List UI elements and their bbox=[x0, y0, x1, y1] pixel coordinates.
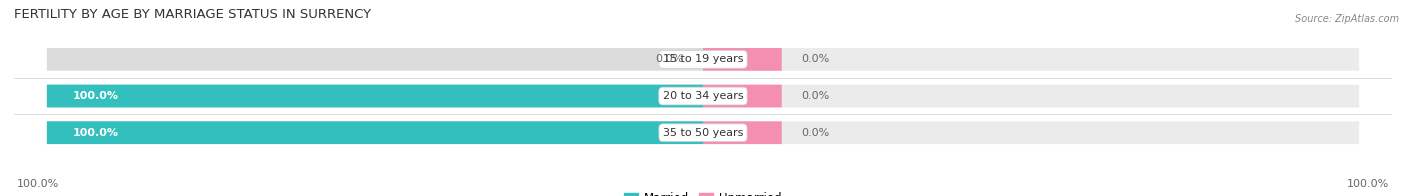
Text: 15 to 19 years: 15 to 19 years bbox=[662, 54, 744, 64]
Text: Source: ZipAtlas.com: Source: ZipAtlas.com bbox=[1295, 14, 1399, 24]
Text: 0.0%: 0.0% bbox=[801, 54, 830, 64]
Text: 0.0%: 0.0% bbox=[801, 91, 830, 101]
FancyBboxPatch shape bbox=[703, 48, 1360, 71]
Text: 100.0%: 100.0% bbox=[73, 91, 120, 101]
Text: 0.0%: 0.0% bbox=[801, 128, 830, 138]
Text: FERTILITY BY AGE BY MARRIAGE STATUS IN SURRENCY: FERTILITY BY AGE BY MARRIAGE STATUS IN S… bbox=[14, 8, 371, 21]
Text: 100.0%: 100.0% bbox=[17, 179, 59, 189]
FancyBboxPatch shape bbox=[46, 48, 703, 71]
FancyBboxPatch shape bbox=[703, 85, 782, 107]
FancyBboxPatch shape bbox=[46, 121, 703, 144]
Legend: Married, Unmarried: Married, Unmarried bbox=[620, 187, 786, 196]
FancyBboxPatch shape bbox=[703, 121, 782, 144]
FancyBboxPatch shape bbox=[46, 85, 703, 107]
Text: 20 to 34 years: 20 to 34 years bbox=[662, 91, 744, 101]
FancyBboxPatch shape bbox=[46, 121, 703, 144]
FancyBboxPatch shape bbox=[46, 85, 703, 107]
Text: 35 to 50 years: 35 to 50 years bbox=[662, 128, 744, 138]
Text: 0.0%: 0.0% bbox=[655, 54, 683, 64]
Text: 100.0%: 100.0% bbox=[1347, 179, 1389, 189]
FancyBboxPatch shape bbox=[703, 85, 1360, 107]
FancyBboxPatch shape bbox=[703, 48, 782, 71]
FancyBboxPatch shape bbox=[703, 121, 1360, 144]
Text: 100.0%: 100.0% bbox=[73, 128, 120, 138]
